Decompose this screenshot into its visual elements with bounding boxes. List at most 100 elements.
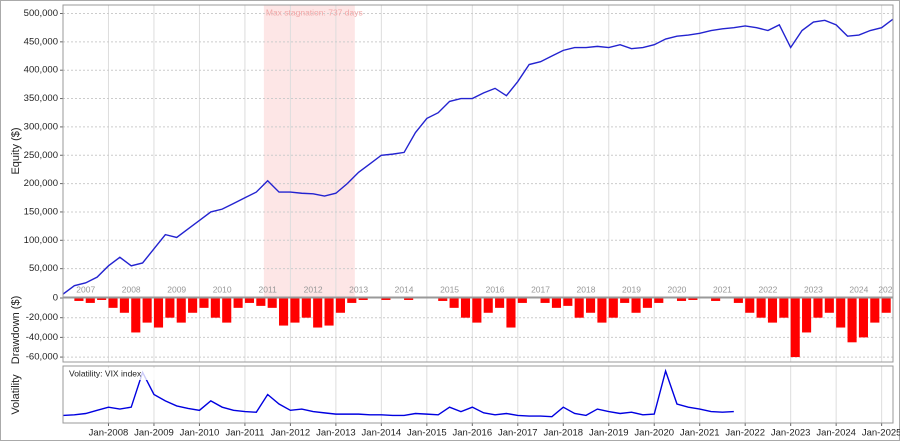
- drawdown-bar: [483, 298, 493, 313]
- drawdown-bar: [813, 298, 823, 318]
- year-label: 2016: [486, 284, 505, 294]
- y-tick-label: 300,000: [24, 121, 58, 132]
- drawdown-bar: [608, 298, 618, 318]
- legend-entry: Volatility: VIX index: [69, 368, 142, 378]
- drawdown-bar: [779, 298, 789, 318]
- panel: [63, 5, 893, 297]
- drawdown-bar: [142, 298, 152, 323]
- drawdown-bar: [506, 298, 516, 328]
- y-tick-label: 500,000: [24, 8, 58, 19]
- y-tick-label: 150,000: [24, 206, 58, 217]
- drawdown-bar: [563, 298, 573, 306]
- year-label: 2010: [213, 284, 232, 294]
- drawdown-bar: [688, 298, 698, 300]
- x-tick-label: Jan-2008: [89, 428, 129, 439]
- drawdown-bar: [836, 298, 846, 328]
- x-tick-label: Jan-2017: [498, 428, 538, 439]
- year-label: 2011: [259, 284, 278, 294]
- x-tick-label: Jan-2018: [543, 428, 583, 439]
- drawdown-bar: [85, 298, 95, 303]
- drawdown-bar: [574, 298, 584, 318]
- x-tick-label: Jan-2016: [453, 428, 493, 439]
- x-tick-label: Jan-2010: [180, 428, 220, 439]
- drawdown-bar: [74, 298, 84, 301]
- x-tick-label: Jan-2011: [225, 428, 264, 439]
- year-label: 2018: [577, 284, 596, 294]
- drawdown-bar: [597, 298, 607, 323]
- drawdown-bar: [324, 298, 334, 326]
- y-tick-label: 200,000: [24, 178, 58, 189]
- drawdown-bar: [711, 298, 721, 301]
- drawdown-bar: [449, 298, 459, 308]
- y-tick-label: 250,000: [24, 150, 58, 161]
- y-axis-title: Volatility: [10, 374, 22, 415]
- drawdown-bar: [222, 298, 232, 323]
- drawdown-bar: [256, 298, 266, 306]
- drawdown-bar: [199, 298, 209, 308]
- drawdown-bar: [347, 298, 357, 303]
- drawdown-bar: [745, 298, 755, 313]
- y-tick-label: -60,000: [26, 352, 58, 363]
- drawdown-bar: [404, 298, 414, 300]
- x-tick-label: Jan-2019: [589, 428, 629, 439]
- drawdown-bar: [802, 298, 812, 333]
- panel-frame: [62, 365, 894, 424]
- drawdown-bar: [438, 298, 448, 301]
- year-label: 2009: [167, 284, 186, 294]
- drawdown-bar: [279, 298, 289, 326]
- drawdown-bar: [313, 298, 323, 328]
- drawdown-bar: [97, 298, 107, 300]
- year-label: 2014: [395, 284, 414, 294]
- y-axis-title: Equity ($): [10, 127, 22, 174]
- drawdown-bar: [517, 298, 527, 303]
- drawdown-bar: [131, 298, 141, 333]
- y-tick-label: 50,000: [29, 263, 58, 274]
- drawdown-bar: [165, 298, 175, 318]
- y-tick-label: 100,000: [24, 235, 58, 246]
- drawdown-bar: [472, 298, 482, 323]
- drawdown-bar: [233, 298, 243, 308]
- drawdown-bar: [540, 298, 550, 303]
- year-label: 2017: [531, 284, 550, 294]
- drawdown-bar: [676, 298, 687, 301]
- drawdown-bar: [586, 298, 596, 313]
- drawdown-bar: [733, 298, 743, 303]
- panel-frame: [62, 297, 894, 363]
- drawdown-bar: [358, 298, 368, 300]
- drawdown-bar: [119, 298, 129, 313]
- drawdown-bar: [301, 298, 311, 318]
- stagnation-label: Max stagnation: 737 days: [266, 7, 363, 17]
- drawdown-bar: [620, 298, 630, 303]
- x-tick-label: Jan-2009: [134, 428, 174, 439]
- y-tick-label: 350,000: [24, 93, 58, 104]
- drawdown-bar: [551, 298, 561, 308]
- drawdown-bar: [108, 298, 118, 308]
- year-label: 202: [878, 284, 892, 294]
- y-tick-label: 400,000: [24, 65, 58, 76]
- drawdown-bar: [642, 298, 652, 308]
- year-label: 2023: [804, 284, 823, 294]
- drawdown-bar: [188, 298, 198, 313]
- drawdown-bar: [153, 298, 164, 328]
- drawdown-bar: [858, 298, 868, 338]
- drawdown-bar: [176, 298, 186, 323]
- y-tick-label: 0: [53, 293, 58, 304]
- drawdown-bar: [460, 298, 471, 318]
- year-label: 2013: [349, 284, 368, 294]
- x-tick-label: Jan-2024: [816, 428, 856, 439]
- drawdown-bar: [210, 298, 220, 318]
- drawdown-bar: [335, 298, 345, 313]
- x-tick-label: Jan-2021: [680, 428, 720, 439]
- x-tick-label: Jan-2020: [634, 428, 674, 439]
- year-label: 2020: [668, 284, 687, 294]
- drawdown-bar: [495, 298, 505, 308]
- year-label: 2007: [76, 284, 95, 294]
- drawdown-bar: [790, 298, 800, 358]
- drawdown-bar: [824, 298, 834, 313]
- x-tick-label: Jan-2025: [862, 428, 900, 439]
- drawdown-bar: [847, 298, 857, 343]
- x-tick-label: Jan-2014: [362, 428, 402, 439]
- drawdown-bar: [381, 298, 391, 300]
- year-label: 2024: [849, 284, 868, 294]
